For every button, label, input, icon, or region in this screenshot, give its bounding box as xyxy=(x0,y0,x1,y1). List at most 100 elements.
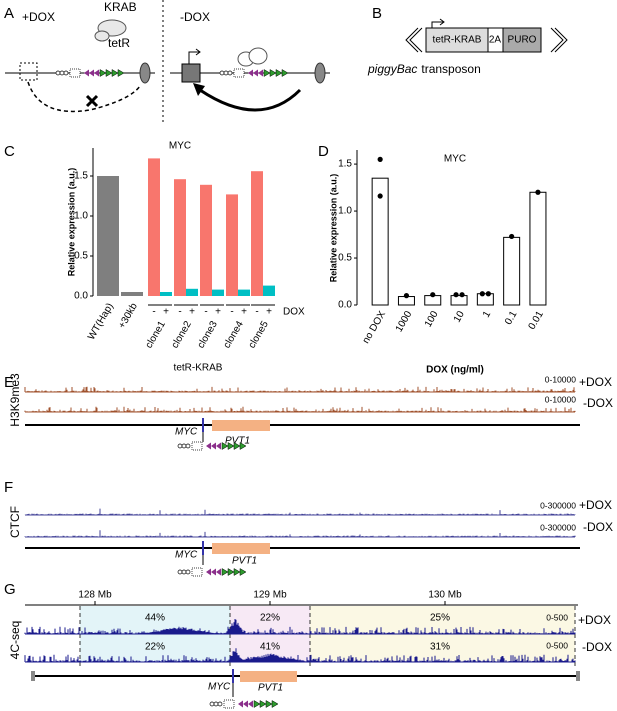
protein-label: tetR xyxy=(108,36,130,50)
percent-label: 41% xyxy=(260,642,280,653)
motif xyxy=(269,69,277,77)
gene xyxy=(212,420,270,431)
coordinate-label: 128 Mb xyxy=(78,590,112,601)
track-label: H3K9me3 xyxy=(8,373,22,427)
y-axis-label: Relative expression (a.u.) xyxy=(328,174,338,283)
tetr-shape xyxy=(94,30,110,42)
bar xyxy=(186,288,198,296)
bar xyxy=(371,177,389,306)
x-tick-label: clone1 xyxy=(144,319,168,350)
sub-tick-label: + xyxy=(189,307,195,318)
bar xyxy=(251,171,263,296)
bar xyxy=(238,289,250,296)
y-tick-label: 0.0 xyxy=(338,300,352,311)
motif xyxy=(185,443,191,449)
motif xyxy=(265,700,273,708)
y-tick-label: 1.5 xyxy=(338,159,352,170)
itr xyxy=(405,27,568,53)
sub-tick-label: - xyxy=(204,307,207,318)
x-tick-label: clone2 xyxy=(170,319,194,350)
segment xyxy=(425,27,489,53)
x-tick-label: WT(Hap) xyxy=(86,301,116,342)
bar xyxy=(503,236,521,306)
motif xyxy=(233,568,241,576)
motif xyxy=(99,69,107,77)
motif xyxy=(219,70,225,76)
condition: +DOX xyxy=(578,613,611,627)
panel-letter: E xyxy=(4,374,14,391)
bar xyxy=(476,293,494,306)
motif xyxy=(227,568,235,576)
point xyxy=(479,291,485,297)
motif xyxy=(191,567,203,577)
promoter-arrow xyxy=(431,18,445,28)
panel-letter: B xyxy=(372,5,382,22)
segment-label: tetR-KRAB xyxy=(433,35,482,46)
motif xyxy=(239,568,247,576)
x-mark xyxy=(85,94,99,108)
panel-letter: F xyxy=(4,479,13,496)
segment-label: PURO xyxy=(508,35,537,46)
motif xyxy=(105,69,113,77)
sub-tick-label: - xyxy=(230,307,233,318)
condition: -DOX xyxy=(180,10,210,24)
gene-end xyxy=(576,671,580,681)
point xyxy=(535,189,541,195)
enhancer xyxy=(314,62,326,84)
signal-track xyxy=(24,530,576,537)
segment-label: 2A xyxy=(489,35,502,46)
x-tick-label: 10 xyxy=(452,309,467,325)
motif xyxy=(233,68,245,78)
motif xyxy=(275,69,283,77)
motif xyxy=(117,69,125,77)
gene-label: PVT1 xyxy=(258,683,283,694)
motif xyxy=(253,69,258,77)
x-axis-label: DOX (ng/ml) xyxy=(426,365,484,376)
percent-label: 22% xyxy=(145,642,165,653)
point xyxy=(377,156,383,162)
motif xyxy=(211,568,216,576)
panel-letter: D xyxy=(318,143,329,160)
group-label: DOX xyxy=(283,307,305,318)
construct-label-text: transposon xyxy=(421,62,480,76)
enhancer xyxy=(139,62,151,84)
gene-box xyxy=(181,63,201,83)
bar xyxy=(226,194,238,296)
motif xyxy=(233,442,241,450)
gene-label: MYC xyxy=(175,550,198,561)
gene-label: PVT1 xyxy=(225,436,250,447)
coordinate-label: 130 Mb xyxy=(428,590,462,601)
x-tick-label: 0.1 xyxy=(503,309,520,327)
y-tick-label: 0.0 xyxy=(74,291,88,302)
motif xyxy=(243,700,248,708)
motif xyxy=(221,442,229,450)
x-tick-label: clone4 xyxy=(222,319,246,350)
x-tick-label: +30kb xyxy=(117,301,141,331)
bar xyxy=(200,184,212,296)
motif xyxy=(177,443,183,449)
motif xyxy=(221,568,229,576)
motif xyxy=(59,70,65,76)
y-tick-label: 1.0 xyxy=(74,211,88,222)
motif xyxy=(216,442,221,450)
motif xyxy=(223,70,229,76)
motif xyxy=(281,69,289,77)
signal-track xyxy=(24,508,576,515)
point xyxy=(485,291,491,297)
track-range: 0-500 xyxy=(546,640,568,650)
motif xyxy=(181,443,187,449)
motif xyxy=(89,69,94,77)
point xyxy=(430,292,436,298)
motif xyxy=(213,701,219,707)
sub-tick-label: - xyxy=(178,307,181,318)
panel-letter: G xyxy=(4,581,16,598)
gene-end xyxy=(31,671,35,681)
motif xyxy=(206,442,211,450)
coordinate-label: 129 Mb xyxy=(253,590,287,601)
motif xyxy=(248,700,253,708)
motif xyxy=(223,699,235,709)
sub-tick-label: - xyxy=(152,307,155,318)
motif xyxy=(111,69,119,77)
